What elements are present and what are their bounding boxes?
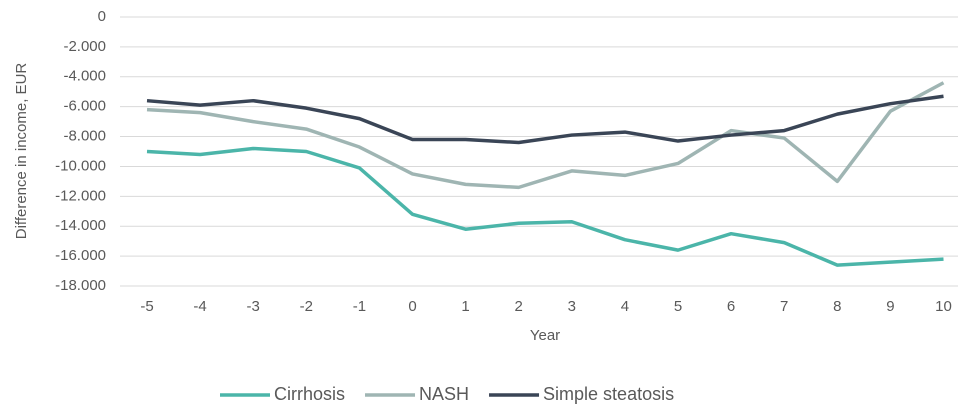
x-axis-title: Year xyxy=(530,327,560,344)
y-tick-label: -8.000 xyxy=(63,128,106,145)
x-tick-label: -5 xyxy=(140,298,153,315)
x-tick-label: 10 xyxy=(935,298,952,315)
x-tick-label: -4 xyxy=(193,298,206,315)
y-tick-label: -14.000 xyxy=(55,217,106,234)
x-tick-label: -3 xyxy=(247,298,260,315)
legend-label: Simple steatosis xyxy=(543,384,674,404)
x-tick-label: 5 xyxy=(674,298,682,315)
y-axis-title: Difference in income, EUR xyxy=(13,63,30,240)
x-tick-label: 7 xyxy=(780,298,788,315)
y-tick-label: -12.000 xyxy=(55,187,106,204)
y-tick-label: -4.000 xyxy=(63,68,106,85)
y-tick-label: 0 xyxy=(98,8,106,25)
x-tick-label: 3 xyxy=(568,298,576,315)
x-tick-label: 9 xyxy=(886,298,894,315)
legend-label: NASH xyxy=(419,384,469,404)
y-tick-label: -6.000 xyxy=(63,98,106,115)
series-line xyxy=(146,81,945,190)
x-tick-label: 6 xyxy=(727,298,735,315)
x-tick-label: 0 xyxy=(408,298,416,315)
y-tick-label: -16.000 xyxy=(55,247,106,264)
legend-label: Cirrhosis xyxy=(274,384,345,404)
series-line xyxy=(146,146,944,267)
series-line xyxy=(146,94,944,145)
x-tick-label: -2 xyxy=(300,298,313,315)
x-tick-label: 1 xyxy=(461,298,469,315)
x-tick-label: -1 xyxy=(353,298,366,315)
x-tick-label: 8 xyxy=(833,298,841,315)
x-tick-label: 2 xyxy=(515,298,523,315)
y-tick-label: -10.000 xyxy=(55,157,106,174)
x-tick-label: 4 xyxy=(621,298,629,315)
y-tick-label: -2.000 xyxy=(63,38,106,55)
y-tick-label: -18.000 xyxy=(55,277,106,294)
